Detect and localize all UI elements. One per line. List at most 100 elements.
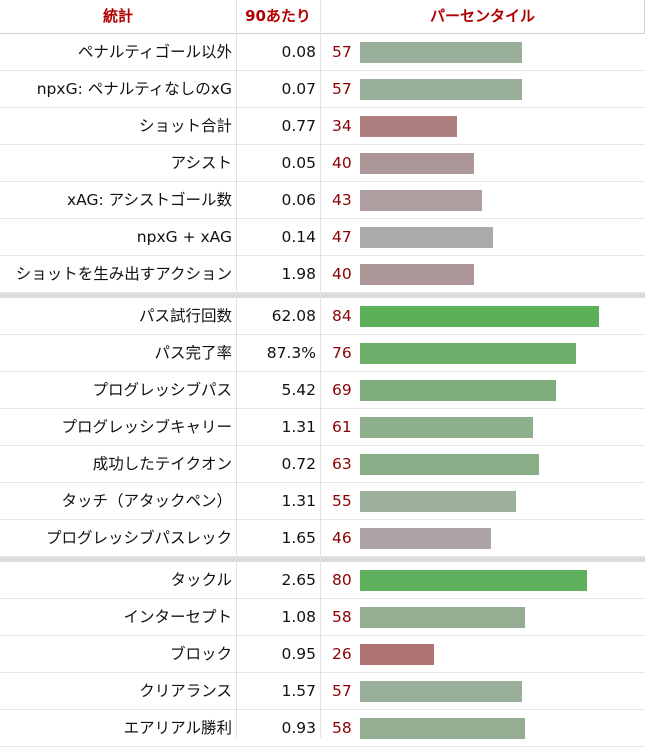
table-row[interactable]: インターセプト 1.08 58 <box>0 599 645 636</box>
header-per90[interactable]: 90あたり <box>245 7 311 25</box>
stat-name: npxG: ペナルティなしのxG <box>36 80 232 98</box>
stat-name: エアリアル勝利 <box>123 719 232 737</box>
stat-name: タッチ（アタックペン） <box>61 492 232 510</box>
percentile-value: 69 <box>332 381 352 399</box>
per90-value: 1.57 <box>281 682 316 700</box>
table-row[interactable]: ショットを生み出すアクション 1.98 40 <box>0 256 645 293</box>
column-divider <box>236 0 237 738</box>
per90-value: 1.31 <box>281 492 316 510</box>
stat-name: ペナルティゴール以外 <box>77 43 232 61</box>
stat-name: アシスト <box>170 154 232 172</box>
table-row[interactable]: プログレッシブキャリー 1.31 61 <box>0 409 645 446</box>
per90-value: 2.65 <box>281 571 316 589</box>
stat-name: ブロック <box>169 645 232 663</box>
percentile-value: 57 <box>332 43 352 61</box>
table-row[interactable]: エアリアル勝利 0.93 58 <box>0 710 645 747</box>
percentile-value: 57 <box>332 682 352 700</box>
percentile-bar <box>360 79 522 100</box>
stat-name: クリアランス <box>139 682 232 700</box>
per90-value: 1.65 <box>281 529 316 547</box>
percentile-value: 40 <box>332 265 352 283</box>
stat-name: npxG + xAG <box>136 228 232 246</box>
stat-name: パス完了率 <box>154 344 232 362</box>
percentile-value: 40 <box>332 154 352 172</box>
percentile-value: 58 <box>332 608 352 626</box>
per90-value: 0.77 <box>281 117 316 135</box>
table-row[interactable]: タックル 2.65 80 <box>0 562 645 599</box>
percentile-value: 63 <box>332 455 352 473</box>
percentile-bar <box>360 681 522 702</box>
percentile-value: 76 <box>332 344 352 362</box>
per90-value: 0.14 <box>281 228 316 246</box>
percentile-value: 43 <box>332 191 352 209</box>
per90-value: 0.05 <box>281 154 316 172</box>
per90-value: 1.31 <box>281 418 316 436</box>
percentile-value: 55 <box>332 492 352 510</box>
percentile-value: 84 <box>332 307 352 325</box>
stat-name: xAG: アシストゴール数 <box>66 191 232 209</box>
table-row[interactable]: パス完了率 87.3% 76 <box>0 335 645 372</box>
table-row[interactable]: パス試行回数 62.08 84 <box>0 298 645 335</box>
percentile-bar <box>360 570 587 591</box>
per90-value: 0.93 <box>281 719 316 737</box>
stat-name: タックル <box>170 571 232 589</box>
table-header: 統計 90あたり パーセンタイル <box>0 0 645 34</box>
table-row[interactable]: npxG + xAG 0.14 47 <box>0 219 645 256</box>
header-percentile[interactable]: パーセンタイル <box>429 7 535 25</box>
table-row[interactable]: ショット合計 0.77 34 <box>0 108 645 145</box>
per90-value: 1.98 <box>281 265 316 283</box>
percentile-bar <box>360 607 525 628</box>
percentile-bar <box>360 718 525 739</box>
stat-name: ショット合計 <box>138 117 232 135</box>
group-separator <box>0 293 645 298</box>
header-stat[interactable]: 統計 <box>102 7 133 25</box>
table-row[interactable]: xAG: アシストゴール数 0.06 43 <box>0 182 645 219</box>
table-row[interactable]: アシスト 0.05 40 <box>0 145 645 182</box>
percentile-value: 57 <box>332 80 352 98</box>
percentile-value: 26 <box>332 645 352 663</box>
table-row[interactable]: プログレッシブパス 5.42 69 <box>0 372 645 409</box>
per90-value: 1.08 <box>281 608 316 626</box>
table-row[interactable]: 成功したテイクオン 0.72 63 <box>0 446 645 483</box>
percentile-bar <box>360 306 599 327</box>
stat-name: プログレッシブパスレック <box>45 529 232 547</box>
per90-value: 5.42 <box>281 381 316 399</box>
per90-value: 0.72 <box>281 455 316 473</box>
per90-value: 0.08 <box>281 43 316 61</box>
table-row[interactable]: プログレッシブパスレック 1.65 46 <box>0 520 645 557</box>
table-row[interactable]: タッチ（アタックペン） 1.31 55 <box>0 483 645 520</box>
percentile-bar <box>360 380 556 401</box>
stat-name: インターセプト <box>123 608 232 626</box>
column-divider <box>320 0 321 738</box>
table-row[interactable]: npxG: ペナルティなしのxG 0.07 57 <box>0 71 645 108</box>
percentile-bar <box>360 153 474 174</box>
percentile-bar <box>360 343 576 364</box>
percentile-bar <box>360 491 516 512</box>
per90-value: 0.95 <box>281 645 316 663</box>
stat-name: パス試行回数 <box>138 307 232 325</box>
percentile-value: 47 <box>332 228 352 246</box>
per90-value: 0.07 <box>281 80 316 98</box>
percentile-value: 34 <box>332 117 352 135</box>
percentile-bar <box>360 644 434 665</box>
per90-value: 87.3% <box>266 344 316 362</box>
percentile-bar <box>360 42 522 63</box>
per90-value: 62.08 <box>271 307 316 325</box>
stat-name: 成功したテイクオン <box>92 455 232 473</box>
percentile-bar <box>360 417 533 438</box>
percentile-bar <box>360 190 482 211</box>
percentile-value: 46 <box>332 529 352 547</box>
percentile-value: 61 <box>332 418 352 436</box>
percentile-value: 58 <box>332 719 352 737</box>
percentile-bar <box>360 116 457 137</box>
percentile-bar <box>360 528 491 549</box>
percentile-value: 80 <box>332 571 352 589</box>
table-row[interactable]: クリアランス 1.57 57 <box>0 673 645 710</box>
stat-name: ショットを生み出すアクション <box>15 265 232 283</box>
per90-value: 0.06 <box>281 191 316 209</box>
percentile-bar <box>360 227 493 248</box>
percentile-bar <box>360 264 474 285</box>
stat-name: プログレッシブキャリー <box>61 418 232 436</box>
table-row[interactable]: ブロック 0.95 26 <box>0 636 645 673</box>
table-row[interactable]: ペナルティゴール以外 0.08 57 <box>0 34 645 71</box>
